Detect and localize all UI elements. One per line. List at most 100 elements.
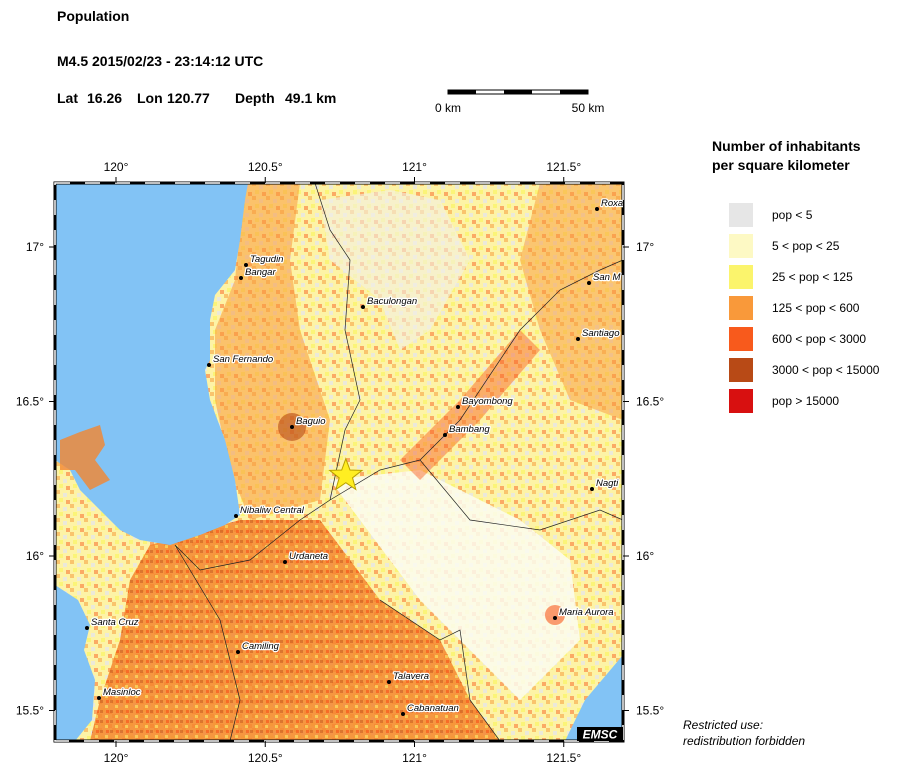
plain-texture [90, 520, 500, 741]
city-dot [283, 560, 287, 564]
notice: Restricted use: [683, 718, 763, 732]
city-dot [456, 405, 460, 409]
legend-label: 600 < pop < 3000 [772, 332, 866, 346]
city-label: Nagti [596, 478, 619, 489]
mountain-area [320, 190, 470, 350]
lon-tick-label: 120.5° [248, 751, 283, 765]
legend-swatch [729, 234, 753, 258]
legend: pop < 5 5 < pop < 25 25 < pop < 125 125 < p… [729, 203, 880, 413]
city-dot [401, 712, 405, 716]
lon-tick-label: 121.5° [546, 160, 581, 174]
city-label: Baguio [296, 416, 326, 427]
city-label: Camiling [242, 641, 280, 652]
lon-tick-label: 120° [104, 160, 129, 174]
city-dot [97, 696, 101, 700]
city-dot [553, 616, 557, 620]
legend-swatch [729, 358, 753, 382]
legend-title: Number of inhabitants [712, 138, 861, 154]
city-label: San M [593, 272, 621, 283]
city-dot [587, 281, 591, 285]
map [55, 183, 623, 741]
city-label: Bayombong [462, 396, 513, 407]
legend-label: 3000 < pop < 15000 [772, 363, 880, 377]
sea [565, 655, 623, 741]
title: Population [57, 8, 129, 24]
city-dot [387, 680, 391, 684]
legend-swatch [729, 389, 753, 413]
lat-tick-label: 16° [26, 549, 44, 563]
cities: Roxa Tagudin Bangar San M Baculongan Santiago… [85, 197, 623, 716]
legend-label: pop > 15000 [772, 394, 839, 408]
legend-label: 125 < pop < 600 [772, 301, 860, 315]
city-label: Talavera [393, 671, 429, 682]
lat-tick-label: 16° [636, 549, 654, 563]
city-label: Roxa [601, 198, 623, 209]
city-dot [361, 305, 365, 309]
event: M4.5 2015/02/23 - 23:14:12 UTC [57, 53, 263, 69]
lat-tick-label: 17° [26, 240, 44, 254]
city-label: Cabanatuan [407, 703, 459, 714]
legend-swatch [729, 327, 753, 351]
legend-label: 5 < pop < 25 [772, 239, 840, 253]
legend-swatch [729, 296, 753, 320]
legend-label: pop < 5 [772, 208, 813, 222]
city-dot [239, 276, 243, 280]
city-dot [576, 337, 580, 341]
city-label: Bangar [245, 267, 276, 278]
scale-start: 0 km [435, 101, 461, 115]
sea [55, 183, 248, 545]
lat-tick-label: 16.5° [16, 395, 44, 409]
frame [53, 181, 625, 743]
city-dot [234, 514, 238, 518]
legend-label: 25 < pop < 125 [772, 270, 853, 284]
location: Lat 16.26 Lon 120.77 Depth 49.1 km [57, 90, 336, 106]
mountain-area [330, 470, 580, 700]
depth: 49.1 km [285, 90, 336, 106]
lat-label: Lat [57, 90, 78, 106]
city-dot [244, 263, 248, 267]
city-label: Nibaliw Central [240, 505, 305, 516]
epicenter [328, 457, 364, 491]
city-label: San Fernando [213, 354, 273, 365]
island [60, 425, 110, 490]
city-dot [595, 207, 599, 211]
lon-tick-label: 121° [402, 751, 427, 765]
urban [545, 605, 565, 625]
city-label: Tagudin [250, 254, 283, 265]
lat-tick-label: 17° [636, 240, 654, 254]
badge: EMSC [583, 728, 618, 742]
scale-bar: 0 km 50 km [435, 89, 605, 115]
legend-swatch [729, 265, 753, 289]
lon-tick-label: 121.5° [546, 751, 581, 765]
lon: 120.77 [167, 90, 210, 106]
lon-tick-label: 121° [402, 160, 427, 174]
city-label: Masinloc [103, 687, 141, 698]
city-dot [590, 487, 594, 491]
city-dot [207, 363, 211, 367]
lat-tick-label: 15.5° [636, 704, 664, 718]
sea [55, 585, 95, 741]
city-label: Maria Aurora [559, 607, 614, 618]
city-label: Urdaneta [289, 551, 328, 562]
city-dot [443, 433, 447, 437]
scale-end: 50 km [572, 101, 605, 115]
boundaries [174, 183, 623, 741]
lon-tick-label: 120° [104, 751, 129, 765]
city-label: Bambang [449, 424, 490, 435]
badge-bg [577, 727, 623, 741]
east-valley [520, 183, 623, 420]
notice: redistribution forbidden [683, 734, 805, 748]
city-label: Santiago [582, 328, 620, 339]
legend-swatch [729, 203, 753, 227]
lat: 16.26 [87, 90, 122, 106]
city-label: Santa Cruz [91, 617, 139, 628]
lat-tick-label: 16.5° [636, 395, 664, 409]
city-dot [290, 425, 294, 429]
lon-tick-label: 120.5° [248, 160, 283, 174]
city-label: Baculongan [367, 296, 417, 307]
lon-label: Lon [137, 90, 163, 106]
city-dot [85, 626, 89, 630]
depth-label: Depth [235, 90, 275, 106]
lat-tick-label: 15.5° [16, 704, 44, 718]
